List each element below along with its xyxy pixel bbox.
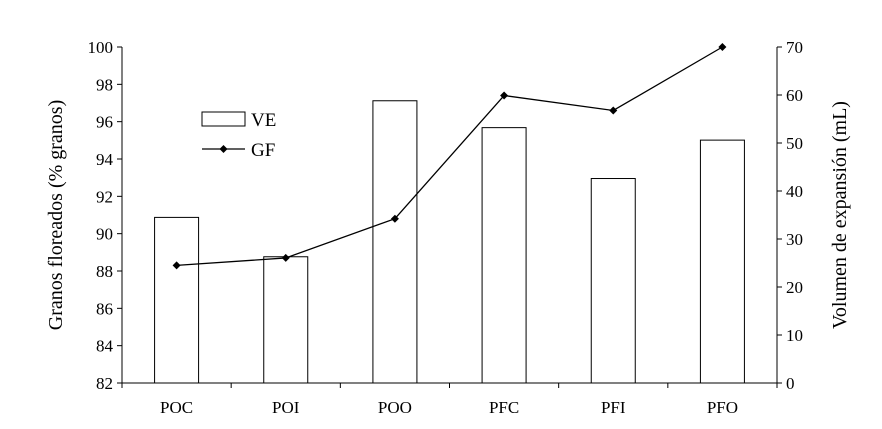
gf-point-poc (172, 261, 181, 270)
x-tick-label-poi: POI (272, 398, 300, 417)
left-tick-label-98: 98 (96, 75, 113, 94)
left-tick-label-82: 82 (96, 374, 113, 393)
bar-poo (372, 100, 418, 384)
left-tick-label-90: 90 (96, 225, 113, 244)
legend-ve-label: VE (251, 110, 276, 131)
bars-layer (154, 100, 745, 384)
gf-point-pfi (609, 106, 618, 115)
left-tick-label-96: 96 (96, 113, 113, 132)
bar-pfi (590, 178, 636, 384)
bar-poi (263, 256, 309, 384)
x-tick-label-poc: POC (160, 398, 193, 417)
x-tick-label-poo: POO (378, 398, 412, 417)
bar-poc (154, 216, 200, 384)
x-tick-label-pfi: PFI (601, 398, 626, 417)
gf-point-pfo (718, 43, 727, 51)
gf-point-poi (281, 253, 290, 262)
legend-gf-marker (219, 145, 228, 153)
legend-gf-label: GF (251, 140, 275, 161)
right-tick-label-70: 70 (786, 38, 803, 57)
right-tick-label-30: 30 (786, 230, 803, 249)
gf-point-poo (390, 214, 399, 223)
left-tick-label-88: 88 (96, 262, 113, 281)
left-tick-label-100: 100 (88, 38, 114, 57)
left-axis-title: Granos floreados (% granos) (45, 100, 67, 330)
right-axis-title: Volumen de expansión (mL) (829, 101, 851, 329)
axes-layer: 82 84 86 88 90 92 94 96 98 100 0 10 20 30 40 50 60 70 POC P… (88, 38, 804, 417)
bar-pfc (481, 127, 527, 384)
left-tick-label-84: 84 (96, 337, 114, 356)
gf-point-pfc (500, 91, 509, 100)
right-tick-label-60: 60 (786, 86, 803, 105)
left-tick-label-86: 86 (96, 299, 113, 318)
legend-ve-swatch (201, 111, 246, 127)
x-tick-label-pfc: PFC (489, 398, 519, 417)
line-layer (172, 43, 727, 270)
left-tick-label-94: 94 (96, 150, 114, 169)
right-tick-label-40: 40 (786, 182, 803, 201)
x-tick-label-pfo: PFO (707, 398, 738, 417)
gf-series-line (176, 46, 723, 267)
bar-pfo (699, 139, 745, 384)
left-tick-label-92: 92 (96, 187, 113, 206)
right-tick-label-10: 10 (786, 326, 803, 345)
right-tick-label-20: 20 (786, 278, 803, 297)
legend: VE GF (201, 110, 276, 161)
right-tick-label-0: 0 (786, 374, 795, 393)
right-tick-label-50: 50 (786, 134, 803, 153)
